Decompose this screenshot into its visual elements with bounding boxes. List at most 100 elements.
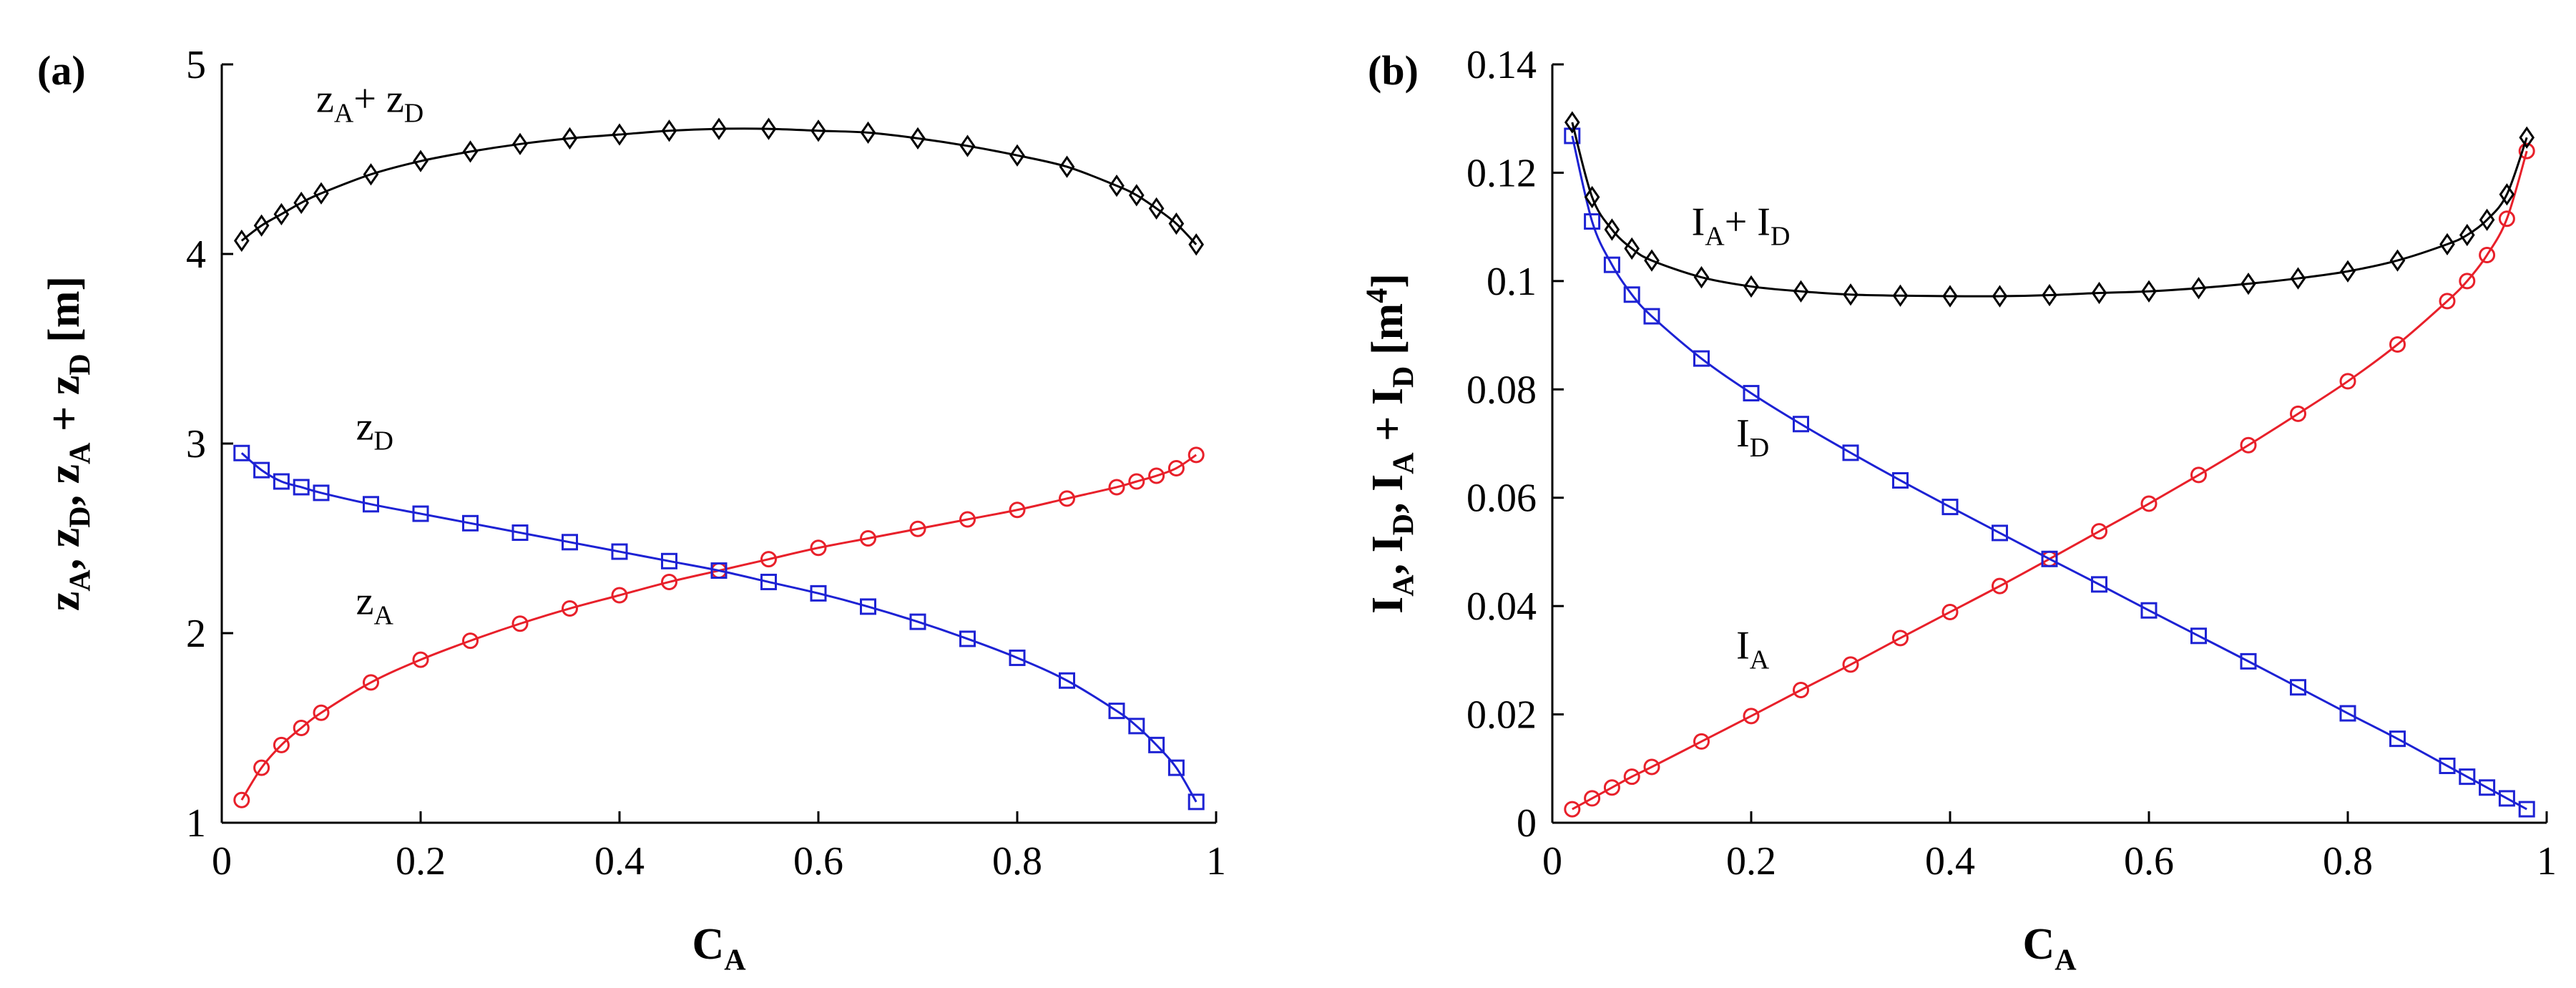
data-point xyxy=(1584,790,1601,807)
y-axis-title: IA​, ID​, IA​ + ID​ [m4​] xyxy=(1361,273,1420,614)
data-point xyxy=(2439,758,2456,774)
data-point xyxy=(611,587,628,604)
data-point xyxy=(1584,213,1601,230)
y-tick-label: 1 xyxy=(186,801,206,846)
x-tick-label: 0 xyxy=(212,839,232,884)
data-point xyxy=(2389,730,2406,748)
data-point xyxy=(910,127,926,150)
data-point xyxy=(363,163,379,186)
data-point xyxy=(2340,260,2356,283)
data-point xyxy=(1992,524,2008,542)
data-point xyxy=(462,514,479,532)
data-point xyxy=(1992,577,2008,595)
data-point xyxy=(2339,373,2356,390)
data-point xyxy=(511,615,529,632)
data-point xyxy=(1623,768,1640,786)
data-point xyxy=(1187,446,1205,464)
panel-label: (b) xyxy=(1368,47,1419,94)
data-point xyxy=(1109,174,1125,197)
data-point xyxy=(1584,185,1600,209)
data-point xyxy=(1128,184,1145,207)
data-point xyxy=(2479,208,2495,231)
series-IA+ID xyxy=(1564,111,2535,308)
data-point xyxy=(1623,286,1640,303)
data-point xyxy=(1843,283,1858,306)
x-tick-label: 0.8 xyxy=(992,839,1042,884)
annotation-label: IA​ xyxy=(1736,624,1770,675)
annotation-label: ID​ xyxy=(1736,411,1769,463)
data-point xyxy=(2190,627,2207,645)
data-point xyxy=(1188,233,1205,256)
data-point xyxy=(909,520,926,537)
data-point xyxy=(1624,237,1640,260)
data-point xyxy=(1693,733,1710,750)
data-point xyxy=(810,585,827,602)
x-tick-label: 0.4 xyxy=(1925,839,1975,884)
data-point xyxy=(1187,793,1205,811)
data-point xyxy=(1059,155,1075,178)
y-tick-label: 0.06 xyxy=(1466,476,1537,521)
data-point xyxy=(233,444,250,461)
x-tick-label: 0 xyxy=(1542,839,1562,884)
data-point xyxy=(511,524,529,542)
y-tick-label: 3 xyxy=(186,422,206,466)
x-tick-label: 1 xyxy=(1206,839,1226,884)
series-ID xyxy=(1564,127,2535,818)
data-point xyxy=(253,461,270,479)
x-axis-title: CA​ xyxy=(692,920,746,977)
data-point xyxy=(1148,197,1165,220)
data-point xyxy=(363,674,379,691)
series-zA+zD xyxy=(233,117,1205,256)
data-point xyxy=(253,214,270,237)
data-point xyxy=(2290,267,2306,290)
x-tick-label: 0.6 xyxy=(2124,839,2174,884)
data-point xyxy=(1009,144,1025,167)
data-point xyxy=(1603,256,1620,273)
data-point xyxy=(1842,656,1859,673)
panel-a: 0 0.2 0.4 0.6 0.8 1 1 2 3 4 5 (a) CA​ zA​, zD​, zA​ +… xyxy=(37,43,1226,977)
annotation-label: IA​+ ID​ xyxy=(1692,200,1791,252)
data-point xyxy=(959,511,976,528)
data-point xyxy=(2290,405,2306,422)
data-point xyxy=(2190,466,2207,484)
data-point xyxy=(2240,273,2256,295)
data-point xyxy=(273,202,290,225)
y-tick-label: 2 xyxy=(186,612,206,656)
data-point xyxy=(1793,280,1809,303)
data-point xyxy=(1743,385,1760,402)
data-point xyxy=(860,121,876,145)
data-point xyxy=(562,534,578,551)
data-point xyxy=(253,759,270,776)
data-point xyxy=(1942,285,1958,308)
data-point xyxy=(313,704,330,721)
data-point xyxy=(710,562,728,579)
data-point xyxy=(1643,308,1660,325)
panel-label: (a) xyxy=(37,47,86,94)
data-point xyxy=(2479,247,2496,264)
data-point xyxy=(959,134,976,157)
y-tick-label: 0 xyxy=(1517,801,1537,846)
data-point xyxy=(1892,471,1909,489)
data-point xyxy=(2389,249,2406,272)
data-point xyxy=(1009,502,1026,519)
data-point xyxy=(562,600,578,617)
data-point xyxy=(1009,649,1026,666)
data-point xyxy=(2240,436,2257,454)
y-tick-label: 0.1 xyxy=(1487,260,1537,304)
data-point xyxy=(1564,127,1581,145)
data-point xyxy=(1693,350,1710,367)
data-point xyxy=(1892,284,1909,307)
data-point xyxy=(2519,126,2535,149)
data-point xyxy=(661,119,677,142)
data-point xyxy=(293,479,310,496)
data-point xyxy=(2479,779,2496,796)
data-point xyxy=(2091,281,2107,305)
data-point xyxy=(1167,459,1185,476)
data-point xyxy=(462,140,479,163)
data-point xyxy=(1693,265,1710,289)
series-line xyxy=(1572,150,2528,811)
y-tick-label: 0.02 xyxy=(1466,693,1537,738)
data-point xyxy=(760,551,777,568)
series-line xyxy=(1571,122,2528,298)
